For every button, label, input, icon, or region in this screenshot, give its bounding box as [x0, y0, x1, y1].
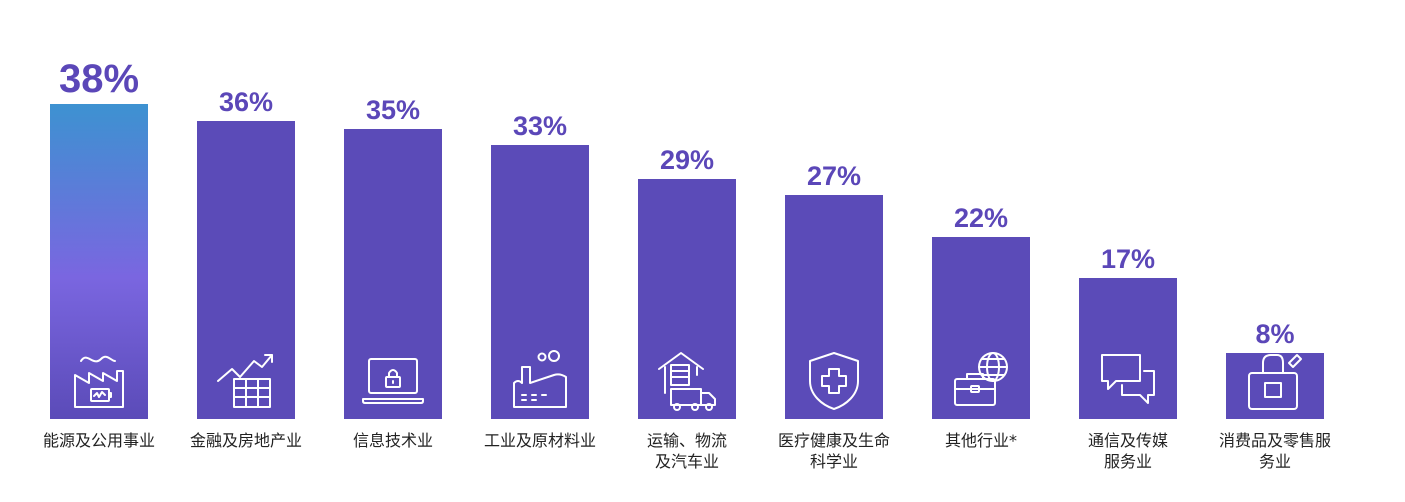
logistics-icon [655, 349, 719, 413]
category-label-line: 金融及房地产业 [189, 431, 302, 450]
bar [638, 179, 736, 419]
data-label: 8% [1255, 319, 1295, 349]
category-label: 消费品及零售服 务业 [1202, 430, 1348, 472]
category-label: 金融及房地产业 [173, 430, 319, 451]
data-label: 22% [953, 203, 1009, 233]
category-label: 信息技术业 [320, 430, 466, 451]
data-label: 35% [365, 95, 421, 125]
briefcase-globe-icon [949, 349, 1013, 413]
category-label-line: 其他行业* [944, 431, 1017, 450]
category-label-line: 务业 [1258, 452, 1291, 471]
category-label-line: 能源及公用事业 [42, 431, 155, 450]
category-label-line: 医疗健康及生命 [777, 431, 890, 450]
finance-icon [214, 349, 278, 413]
category-label-line: 运输、物流 [646, 431, 727, 450]
category-label-line: 通信及传媒 [1087, 431, 1168, 450]
category-label: 运输、物流 及汽车业 [614, 430, 760, 472]
data-label: 27% [806, 161, 862, 191]
shopping-bag-icon [1243, 349, 1307, 413]
data-label: 33% [512, 111, 568, 141]
category-label: 能源及公用事业 [26, 430, 172, 451]
bar [785, 195, 883, 419]
chat-icon [1096, 349, 1160, 413]
category-label-line: 及汽车业 [654, 452, 719, 471]
factory-icon [508, 349, 572, 413]
category-label-line: 信息技术业 [352, 431, 433, 450]
data-label: 38% [58, 57, 140, 101]
category-label-line: 科学业 [809, 452, 858, 471]
laptop-lock-icon [361, 349, 425, 413]
category-label: 通信及传媒 服务业 [1055, 430, 1201, 472]
energy-icon [67, 349, 131, 413]
data-label: 17% [1100, 244, 1156, 274]
category-label-line: 工业及原材料业 [483, 431, 596, 450]
category-label: 工业及原材料业 [467, 430, 613, 451]
category-label-line: 消费品及零售服 [1218, 431, 1331, 450]
bar [491, 145, 589, 419]
category-label: 医疗健康及生命 科学业 [761, 430, 907, 472]
bar [50, 104, 148, 419]
data-label: 36% [218, 87, 274, 117]
data-label: 29% [659, 145, 715, 175]
category-label: 其他行业* [908, 430, 1054, 451]
health-shield-icon [802, 349, 866, 413]
category-label-line: 服务业 [1103, 452, 1152, 471]
